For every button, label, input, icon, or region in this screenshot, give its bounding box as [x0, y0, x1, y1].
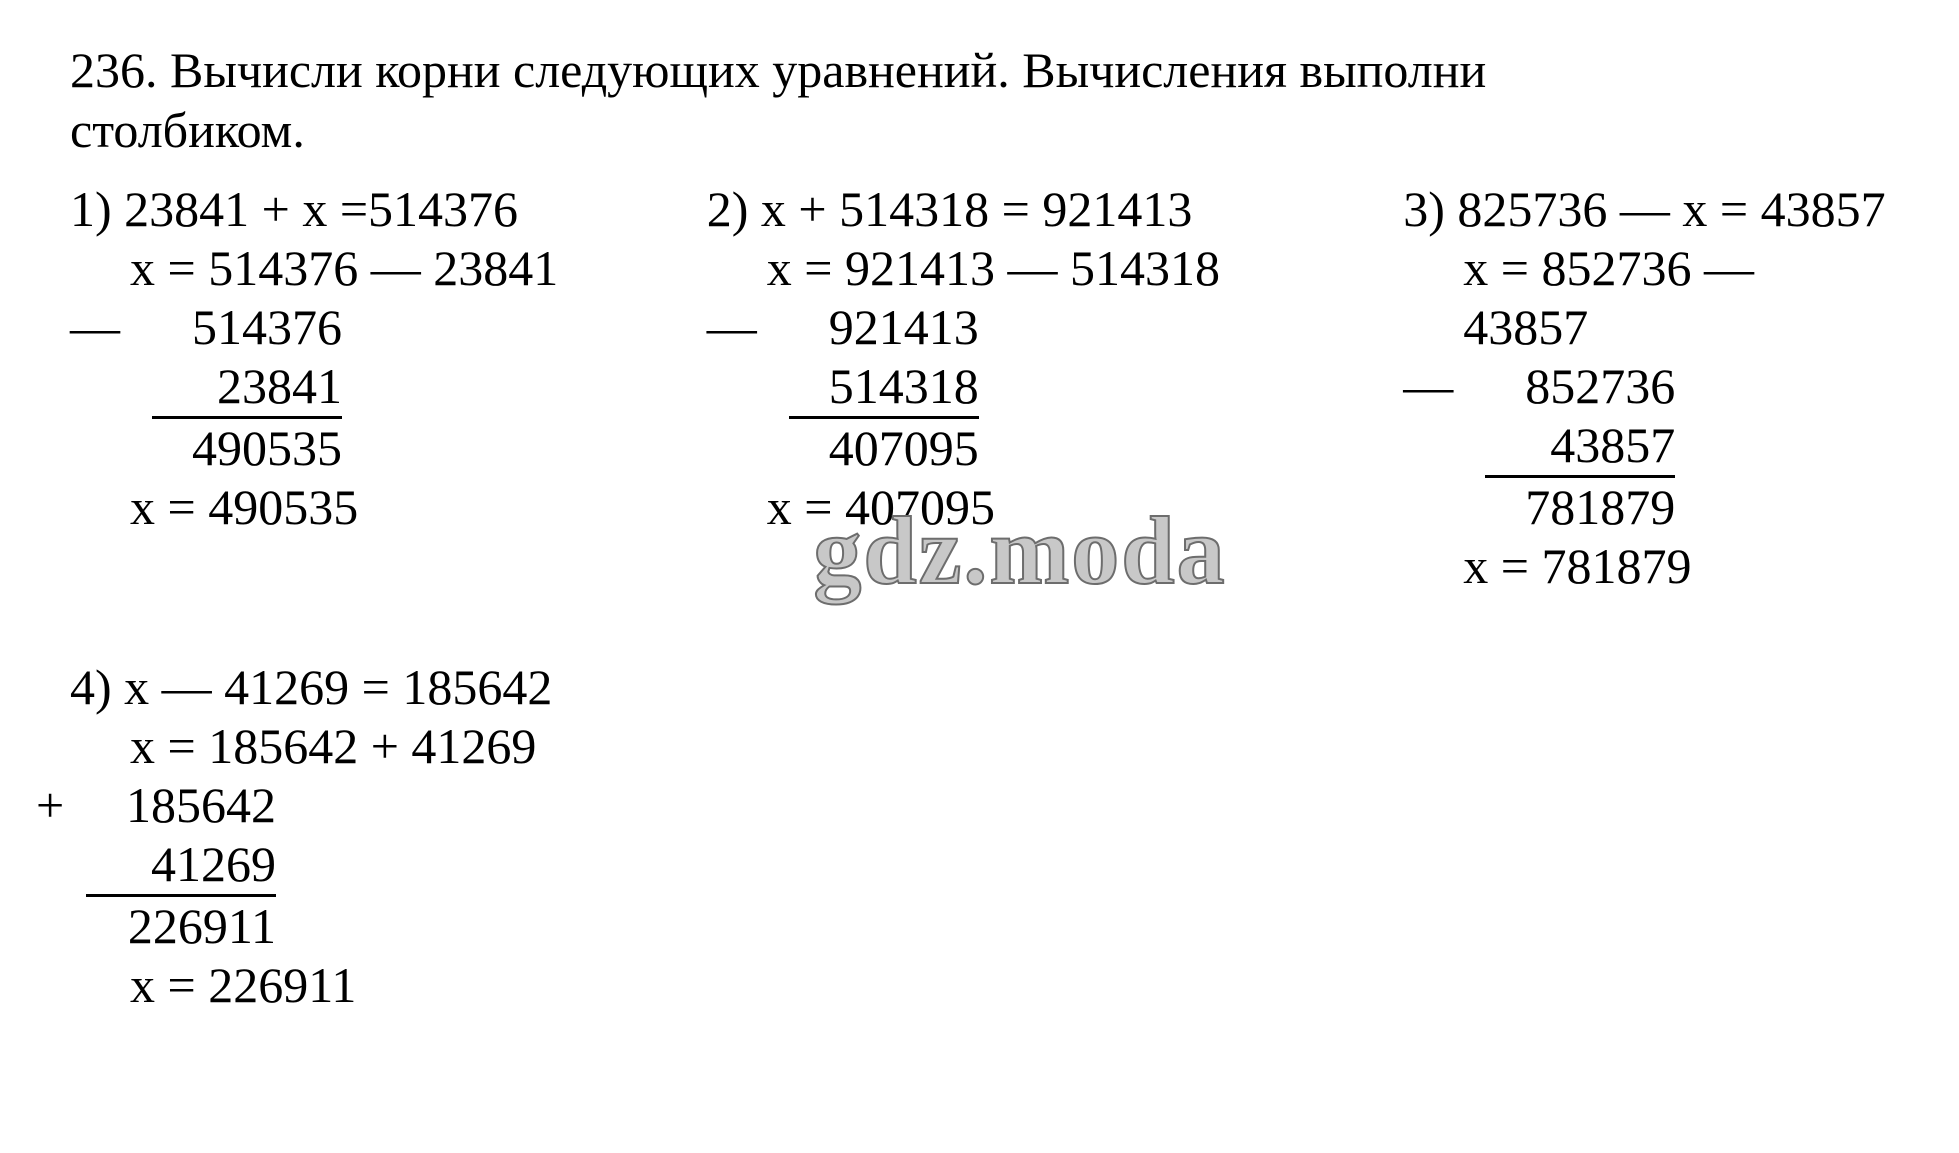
- p1-answer: x = 490535: [70, 478, 707, 537]
- p3-sub: 43857: [1485, 416, 1675, 478]
- p3-top: 852736: [1485, 357, 1675, 416]
- p4-step: x = 185642 + 41269: [70, 717, 1889, 776]
- p1-top: 514376: [152, 298, 342, 357]
- problem-3: 3) 825736 — x = 43857 x = 852736 — 43857…: [1403, 180, 1889, 596]
- problem-1: 1) 23841 + x =514376 x = 514376 — 23841 …: [70, 180, 707, 596]
- problems-row-1: 1) 23841 + x =514376 x = 514376 — 23841 …: [70, 180, 1889, 596]
- p3-sign: —: [1403, 357, 1485, 416]
- p3-answer: x = 781879: [1403, 537, 1889, 596]
- p3-header: 3) 825736 — x = 43857: [1403, 180, 1889, 239]
- p2-step: x = 921413 — 514318: [707, 239, 1403, 298]
- p1-sub: 23841: [152, 357, 342, 419]
- p4-sub: 41269: [86, 835, 276, 897]
- p4-sign: +: [36, 776, 86, 835]
- p3-res: 781879: [1485, 478, 1675, 537]
- p3-step: x = 852736 — 43857: [1403, 239, 1889, 357]
- problem-4: 4) x — 41269 = 185642 x = 185642 + 41269…: [70, 658, 1889, 1015]
- p3-column: —852736 43857 781879: [1403, 357, 1889, 537]
- p2-sign: —: [707, 298, 789, 357]
- title: 236. Вычисли корни следующих уравнений. …: [70, 40, 1889, 160]
- p2-sub: 514318: [789, 357, 979, 419]
- p2-res: 407095: [789, 419, 979, 478]
- p2-header: 2) x + 514318 = 921413: [707, 180, 1403, 239]
- p1-sign: —: [70, 298, 152, 357]
- p4-top: 185642: [86, 776, 276, 835]
- title-line-1: 236. Вычисли корни следующих уравнений. …: [70, 40, 1889, 100]
- p1-res: 490535: [152, 419, 342, 478]
- title-line-2: столбиком.: [70, 100, 1889, 160]
- p2-top: 921413: [789, 298, 979, 357]
- p1-column: —514376 23841 490535: [70, 298, 707, 478]
- p2-column: —921413 514318 407095: [707, 298, 1403, 478]
- p4-res: 226911: [86, 897, 276, 956]
- page: 236. Вычисли корни следующих уравнений. …: [0, 0, 1959, 1153]
- p4-column: +185642 41269 226911: [36, 776, 1889, 956]
- p1-step: x = 514376 — 23841: [70, 239, 707, 298]
- p2-answer: x = 407095: [707, 478, 1403, 537]
- p4-answer: x = 226911: [70, 956, 1889, 1015]
- problem-2: 2) x + 514318 = 921413 x = 921413 — 5143…: [707, 180, 1403, 596]
- p1-header: 1) 23841 + x =514376: [70, 180, 707, 239]
- p4-header: 4) x — 41269 = 185642: [70, 658, 1889, 717]
